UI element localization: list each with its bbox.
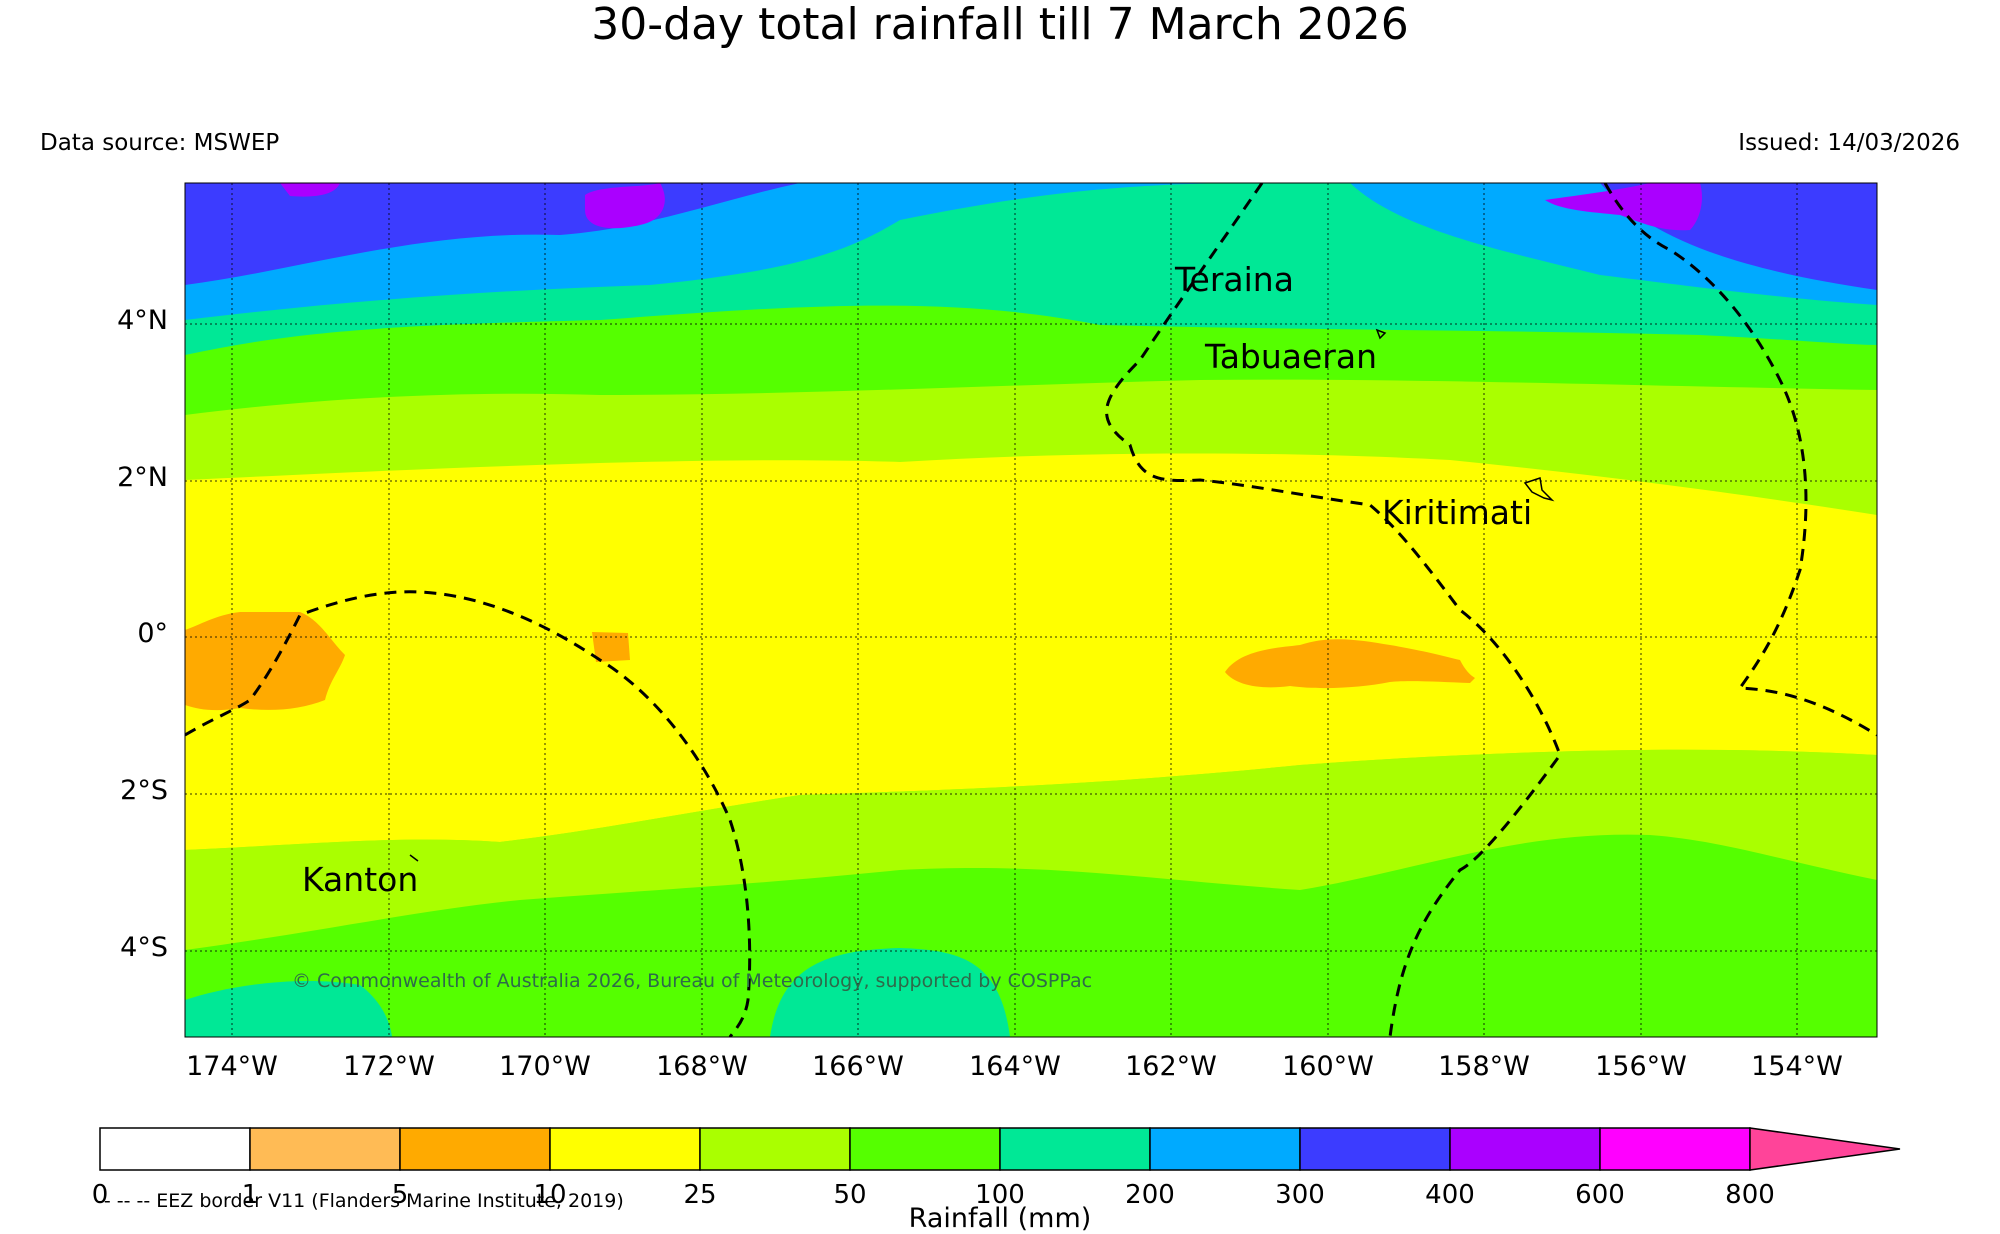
lon-tick-160W: 160°W	[1282, 1051, 1374, 1082]
colorbar-label: 5	[391, 1180, 409, 1210]
lon-tick-162W: 162°W	[1125, 1051, 1217, 1082]
band-100-200-southwest	[185, 980, 392, 1037]
place-label-kiritimati: Kiritimati	[1382, 493, 1533, 532]
lon-tick-164W: 164°W	[969, 1051, 1061, 1082]
band-10-25	[185, 453, 1877, 850]
colorbar-label: 0	[91, 1180, 109, 1210]
colorbar-label: 10	[533, 1180, 567, 1210]
colorbar-label: 200	[1125, 1180, 1175, 1210]
lat-tick-4N: 4°N	[117, 305, 168, 336]
band-50-100-south	[185, 834, 1877, 1037]
colorbar-label: 800	[1725, 1180, 1775, 1210]
lon-tick-156W: 156°W	[1595, 1051, 1687, 1082]
colorbar-label: 100	[975, 1180, 1025, 1210]
colorbar-label: 25	[683, 1180, 717, 1210]
dry-patch-central	[1225, 639, 1475, 689]
lon-tick-168W: 168°W	[656, 1051, 748, 1082]
place-label-tabuaeran: Tabuaeran	[1205, 337, 1378, 376]
eez-borders	[185, 183, 1877, 1037]
copyright-notice: © Commonwealth of Australia 2026, Bureau…	[292, 970, 1093, 992]
lon-tick-158W: 158°W	[1438, 1051, 1530, 1082]
map-title: 30-day total rainfall till 7 March 2026	[591, 0, 1409, 50]
lat-tick-4S: 4°S	[120, 932, 168, 963]
islands	[409, 328, 1555, 862]
lon-tick-154W: 154°W	[1751, 1051, 1843, 1082]
purple-patch-1	[585, 183, 665, 229]
lon-tick-174W: 174°W	[186, 1051, 278, 1082]
lon-tick-170W: 170°W	[499, 1051, 591, 1082]
place-label-teraina: Teraina	[1175, 260, 1294, 299]
map-frame	[184, 182, 1878, 1038]
issued-date-label: Issued: 14/03/2026	[1738, 130, 1960, 156]
band-100-200-south	[770, 948, 1010, 1037]
colorbar-label: 50	[833, 1180, 867, 1210]
purple-patch-3	[280, 183, 340, 197]
colorbar-label: 300	[1275, 1180, 1325, 1210]
purple-patch-2	[1545, 183, 1702, 231]
graticule	[185, 183, 1877, 1037]
lon-tick-166W: 166°W	[812, 1051, 904, 1082]
lat-tick-0: 0°	[137, 618, 168, 649]
colorbar-label: 1	[241, 1180, 259, 1210]
colorbar-label: 600	[1575, 1180, 1625, 1210]
lat-tick-2S: 2°S	[120, 775, 168, 806]
lon-tick-172W: 172°W	[343, 1051, 435, 1082]
rainfall-contours	[185, 183, 1877, 1037]
lat-tick-2N: 2°N	[117, 462, 168, 493]
dry-patch-small	[592, 632, 630, 662]
colorbar-label: 400	[1425, 1180, 1475, 1210]
colorbar	[99, 1127, 1901, 1171]
place-label-kanton: Kanton	[302, 860, 419, 899]
eez-legend-note: -- -- -- EEZ border V11 (Flanders Marine…	[97, 1190, 624, 1212]
data-source-label: Data source: MSWEP	[40, 130, 280, 156]
